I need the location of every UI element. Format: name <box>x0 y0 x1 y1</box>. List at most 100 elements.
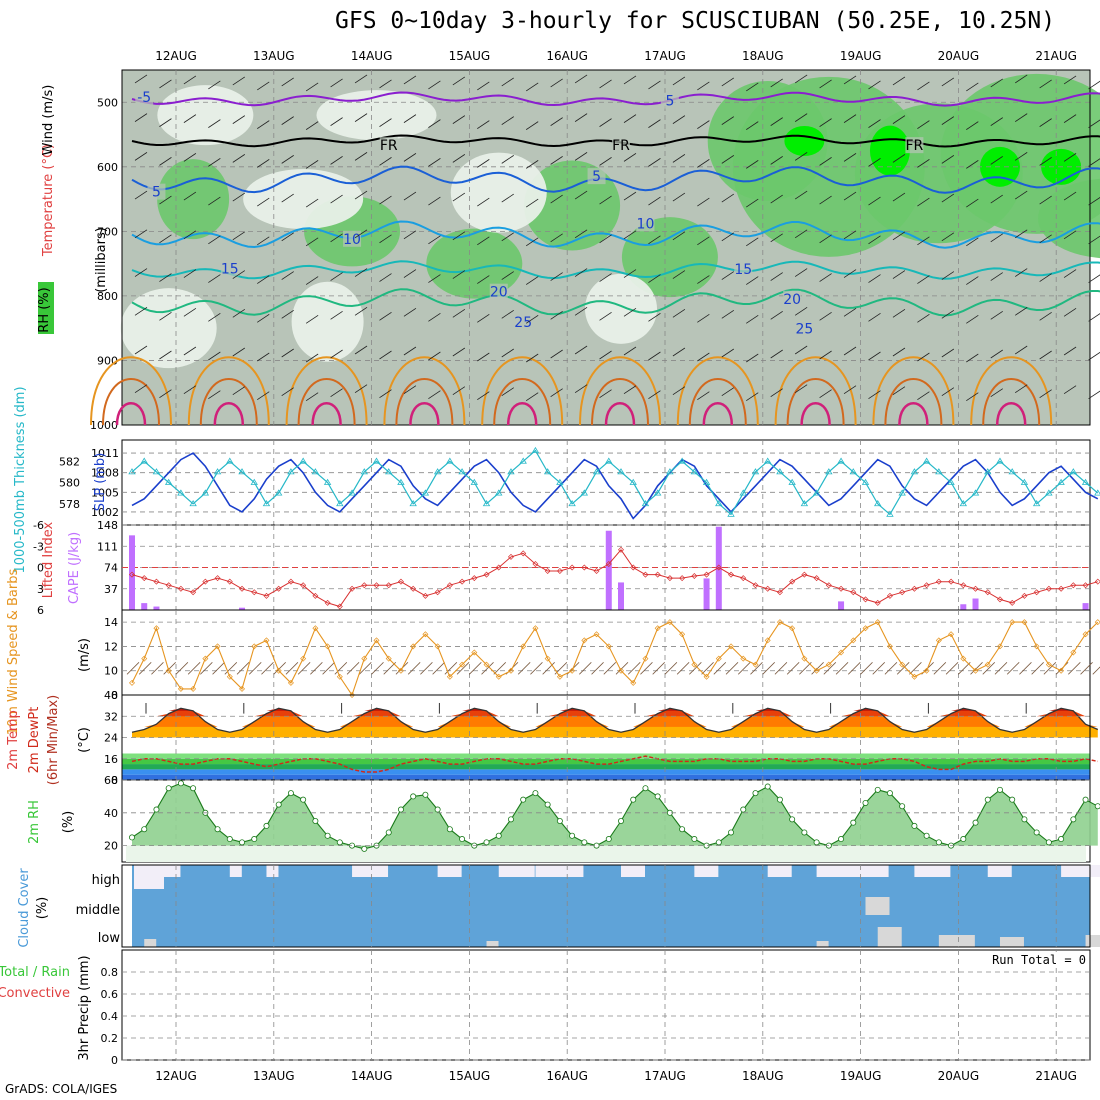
rh-point <box>642 785 649 792</box>
wind-barb <box>917 236 930 246</box>
thickness-point <box>372 457 381 464</box>
wind-barb <box>403 346 417 356</box>
thickness-point <box>996 457 1004 464</box>
wind-barb <box>648 119 661 128</box>
cloud-level-label: middle <box>76 903 120 918</box>
wind-barb-10m <box>1019 662 1032 675</box>
wind-speed-point <box>385 655 392 662</box>
slp-axis-label: SLP (mb) <box>93 453 108 512</box>
wind-barb <box>232 347 246 357</box>
wind-barb <box>770 388 783 398</box>
wind-barb <box>208 312 221 322</box>
wind-barb <box>721 271 735 280</box>
wind-barb <box>452 386 466 396</box>
run-total-text: Run Total = 0 <box>992 953 1086 967</box>
wind-barb-10m <box>615 662 629 675</box>
thickness-point <box>189 499 197 507</box>
wind-barb <box>330 117 343 126</box>
wind-barb-10m <box>358 662 372 675</box>
wind-barb <box>477 275 490 284</box>
wind-speed-point <box>129 679 135 686</box>
wind-barb <box>208 80 221 90</box>
precip-convective-label: Convective <box>0 986 70 1001</box>
wind-barb <box>1039 157 1052 166</box>
thickness-point <box>825 468 833 475</box>
wind-speed-point <box>471 649 478 656</box>
wind-barb-10m <box>909 662 922 675</box>
lifted-index-point <box>618 546 624 553</box>
lifted-index-point <box>886 592 893 599</box>
wind-barb <box>452 231 466 241</box>
thickness-point <box>861 478 870 485</box>
wind-barb <box>232 386 246 396</box>
temperature-panel-label: 2m Temp <box>6 710 21 770</box>
thickness-point <box>177 489 185 496</box>
rh-point <box>630 796 637 803</box>
wind-barb <box>770 117 783 126</box>
wind-barb <box>354 229 368 239</box>
wind-barb <box>183 114 197 123</box>
wind-barb-10m <box>640 662 653 675</box>
wind-barb <box>648 235 661 245</box>
wind-speed-point <box>679 631 686 638</box>
date-label-bottom: 18AUG <box>742 1069 784 1083</box>
thickness-point <box>323 478 332 485</box>
rh-point <box>226 836 233 843</box>
wind-barb <box>623 385 637 395</box>
lifted-index-point <box>520 550 527 557</box>
wind-speed-point <box>972 667 979 674</box>
thickness-point <box>409 499 417 507</box>
rh-point <box>1033 829 1040 836</box>
wind-barb <box>599 273 612 282</box>
wind-barb <box>599 118 612 127</box>
wind-barb-10m <box>236 662 250 675</box>
rh-point <box>1094 803 1100 810</box>
date-label-bottom: 12AUG <box>155 1069 197 1083</box>
wind-barb-10m <box>823 662 837 675</box>
thickness-point <box>959 499 968 507</box>
wind-barb <box>428 390 441 400</box>
lifted-index-point <box>1070 582 1077 589</box>
wind-barb <box>843 153 857 162</box>
wind-barb <box>721 309 735 319</box>
wind-barb-10m <box>530 662 543 675</box>
wind-speed-point <box>495 673 502 680</box>
wind-barb <box>1088 119 1100 128</box>
wind-barb <box>1088 158 1100 167</box>
wind-barb <box>183 153 197 162</box>
high-cloud-gap <box>987 865 1012 877</box>
temperature-tick: 40 <box>104 689 118 702</box>
lifted-index-point <box>1045 585 1052 592</box>
lifted-index-point <box>263 592 270 599</box>
pressure-axis-label: (millibars) <box>94 227 109 293</box>
wind-speed-point <box>618 667 624 674</box>
thickness-point <box>299 457 307 464</box>
rh-very-moist-area <box>784 126 825 156</box>
wind-barb <box>794 306 808 316</box>
wind-barb <box>794 384 808 394</box>
wind-barb <box>428 274 441 283</box>
thickness-point <box>519 457 527 464</box>
wind-barb <box>868 274 881 283</box>
rh-point <box>838 836 845 843</box>
wind-speed-point <box>911 673 918 680</box>
lifted-index-point <box>446 582 453 589</box>
wind-barb <box>379 234 392 244</box>
wind-barb <box>721 193 735 203</box>
date-label-top: 12AUG <box>155 49 197 63</box>
lifted-index-point <box>996 596 1003 603</box>
wind-barb <box>525 160 539 169</box>
thickness-point <box>678 457 686 464</box>
temperature-tick: 16 <box>104 753 118 766</box>
lifted-index-point <box>324 599 331 606</box>
rh-point <box>153 806 160 813</box>
rh-moist-area <box>157 159 230 240</box>
wind-barb <box>843 307 857 317</box>
contour-label-bg <box>660 92 679 109</box>
wind-barb <box>501 232 514 242</box>
contour-label: FR <box>612 138 630 154</box>
date-label-bottom: 20AUG <box>938 1069 980 1083</box>
wind-barb <box>941 155 955 164</box>
rh-very-moist-area <box>869 125 910 176</box>
wind-barb-10m <box>945 662 959 675</box>
